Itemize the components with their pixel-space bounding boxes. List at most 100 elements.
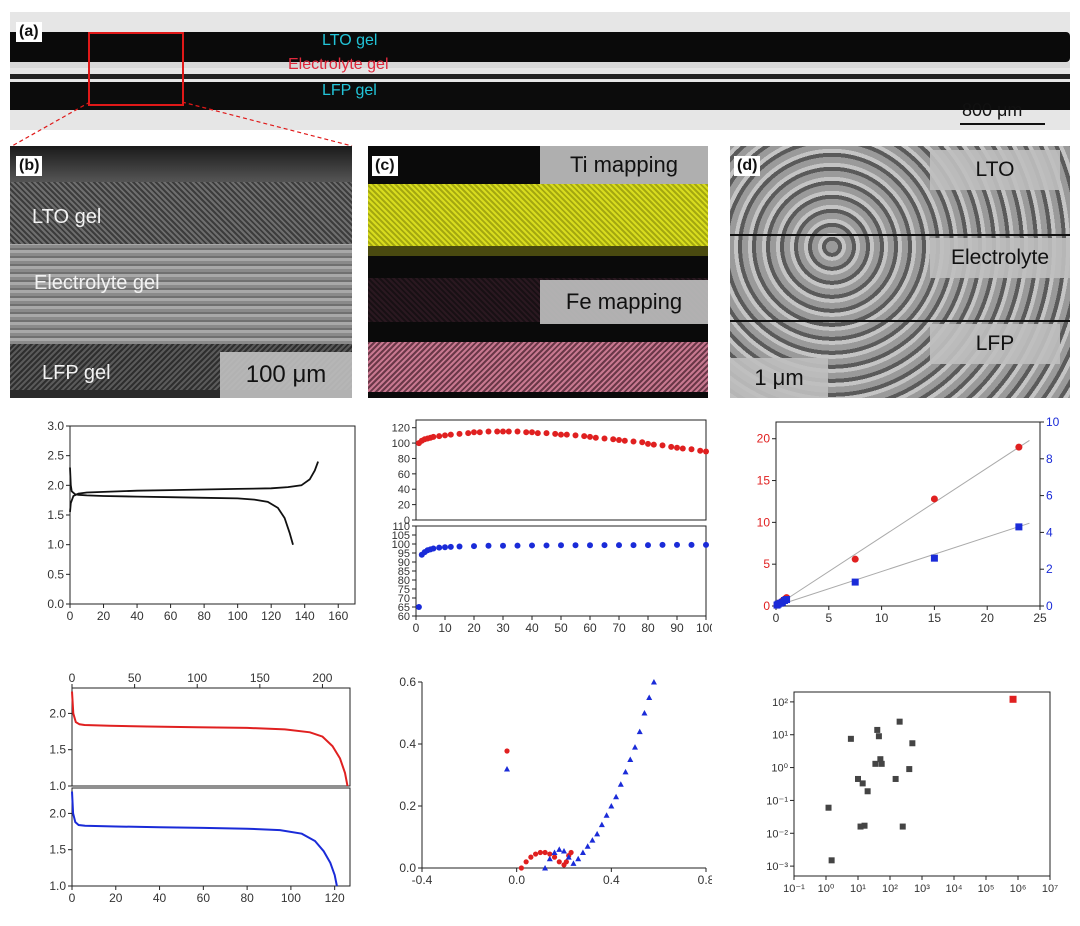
g-left-y-tick-label: 15	[757, 474, 771, 488]
h-bottom-x-tick-label: 60	[197, 891, 211, 905]
i-140m-point	[542, 865, 549, 871]
j-y-tick-label: 10¹	[772, 730, 788, 742]
g-left-y-tick-label: 10	[757, 515, 771, 529]
g-x-tick-label: 0	[773, 611, 780, 625]
f-ce-point	[616, 542, 622, 549]
f-bottom-y-tick-label: 65	[398, 602, 410, 614]
f-cr-point	[430, 433, 437, 440]
e-x-tick-label: 80	[197, 609, 211, 623]
f-cr-point	[572, 432, 579, 439]
f-x-tick-label: 100	[696, 621, 712, 635]
h-bottom-plot-frame	[71, 787, 351, 887]
f-cr-point	[581, 433, 588, 440]
i-140m-point	[551, 849, 558, 855]
f-cr-point	[639, 439, 646, 446]
j-x-tick-label: 10⁴	[946, 883, 963, 895]
f-cr-point	[630, 438, 637, 445]
f-cr-point	[674, 444, 680, 451]
j-y-tick-label: 10⁻¹	[766, 795, 788, 807]
panel-d-sem-particles: LTO Electrolyte LFP 1 μm	[730, 146, 1070, 398]
f-cr-point	[500, 428, 506, 435]
f-cr-point	[476, 429, 483, 436]
f-top-y-tick-label: 40	[398, 484, 410, 496]
lfp-fiber-band	[10, 82, 1070, 110]
e-y-tick-label: 1.5	[47, 508, 64, 522]
i-10m-point	[533, 851, 539, 857]
g-power-fit-line	[775, 522, 1030, 607]
f-cr-point	[558, 431, 564, 438]
g-right-y-tick-label: 4	[1046, 525, 1053, 539]
chart-f: 0204060801001206065707580859095100105110…	[392, 419, 712, 635]
panel-b-sem-cross-section: LTO gel Electrolyte gel LFP gel 100 μm	[10, 146, 352, 398]
j-literature-point	[861, 822, 868, 829]
f-cr-point	[645, 440, 651, 447]
d-scale-box: 1 μm	[730, 358, 828, 398]
e-x-tick-label: 160	[328, 609, 348, 623]
f-top-y-tick-label: 20	[398, 500, 410, 512]
i-140m-point	[594, 830, 601, 837]
f-cr-point	[485, 428, 492, 435]
f-ce-point	[447, 543, 454, 550]
e-plot-frame	[69, 425, 356, 605]
b-scale-label: 100 μm	[245, 361, 327, 388]
scale-bar-a: 800 μm	[960, 100, 1045, 125]
g-right-y-tick-label: 0	[1046, 599, 1053, 613]
b-lto-layer	[10, 182, 352, 244]
j-literature-point	[877, 756, 884, 763]
e-y-tick-label: 0.5	[47, 567, 64, 581]
f-ce-point	[436, 544, 443, 551]
i-y-tick-label: 0.2	[399, 799, 416, 813]
i-x-tick-label: 0.4	[603, 873, 620, 887]
d-scale-label: 1 μm	[754, 365, 804, 390]
e-x-tick-label: 100	[228, 609, 248, 623]
d-lfp-label: LFP	[975, 332, 1015, 355]
i-140m-point	[632, 744, 638, 750]
f-cr-point	[514, 428, 521, 435]
h-top-x-tick-label: 50	[128, 671, 142, 685]
i-140m-point	[650, 679, 657, 685]
f-ce-point	[500, 542, 506, 549]
g-x-tick-label: 15	[928, 611, 942, 625]
scale-bar-a-label: 800 μm	[962, 100, 1023, 120]
zoom-connectors	[11, 101, 353, 147]
j-y-tick-label: 10⁻³	[766, 861, 788, 873]
j-x-tick-label: 10⁵	[978, 883, 995, 895]
c-ti-mapping-label: Ti mapping	[569, 152, 678, 177]
f-cr-point	[659, 442, 666, 449]
d-lto-label: LTO	[975, 158, 1015, 181]
f-ce-point	[558, 542, 564, 549]
f-bottom-y-tick-label: 80	[398, 575, 410, 587]
panel-a-label: (a)	[16, 22, 42, 42]
g-power-point	[930, 554, 938, 562]
i-x-tick-label: -0.4	[412, 873, 433, 887]
i-legend-10m-marker	[504, 748, 510, 754]
j-literature-point	[892, 775, 899, 782]
f-cr-point	[505, 428, 512, 435]
g-right-y-tick-label: 2	[1046, 562, 1053, 576]
electrolyte-gap	[10, 62, 1070, 68]
i-y-tick-label: 0.6	[399, 675, 416, 689]
f-x-tick-label: 0	[413, 621, 420, 635]
f-cr-point	[668, 443, 675, 450]
chart-e: 0.0 0.5 1.0 1.5 2.0 2.5 3.0 0 20 40 60 80 100 120 140 1…	[47, 419, 356, 623]
f-cr-point	[563, 431, 570, 438]
g-x-tick-label: 10	[875, 611, 889, 625]
i-x-tick-label: 0.8	[698, 873, 712, 887]
panel-c-label: (c)	[372, 156, 398, 176]
i-y-tick-label: 0.0	[399, 861, 416, 875]
f-ce-point	[645, 542, 651, 549]
f-cr-point	[494, 428, 501, 435]
panel-d-label: (d)	[734, 156, 761, 176]
e-x-tick-label: 40	[130, 609, 144, 623]
f-bottom-y-tick-label: 105	[392, 530, 410, 542]
f-x-tick-label: 30	[496, 621, 510, 635]
d-divider-1	[730, 234, 1070, 236]
h-bottom-y-tick-label: 1.5	[49, 843, 66, 857]
i-10m-point	[518, 865, 524, 871]
f-top-y-tick-label: 120	[392, 423, 410, 435]
j-x-tick-label: 10⁷	[1042, 883, 1058, 895]
f-cr-point	[465, 430, 472, 437]
panel-b-label: (b)	[16, 156, 43, 176]
f-cr-point	[529, 429, 535, 436]
f-ce-point	[430, 545, 437, 552]
